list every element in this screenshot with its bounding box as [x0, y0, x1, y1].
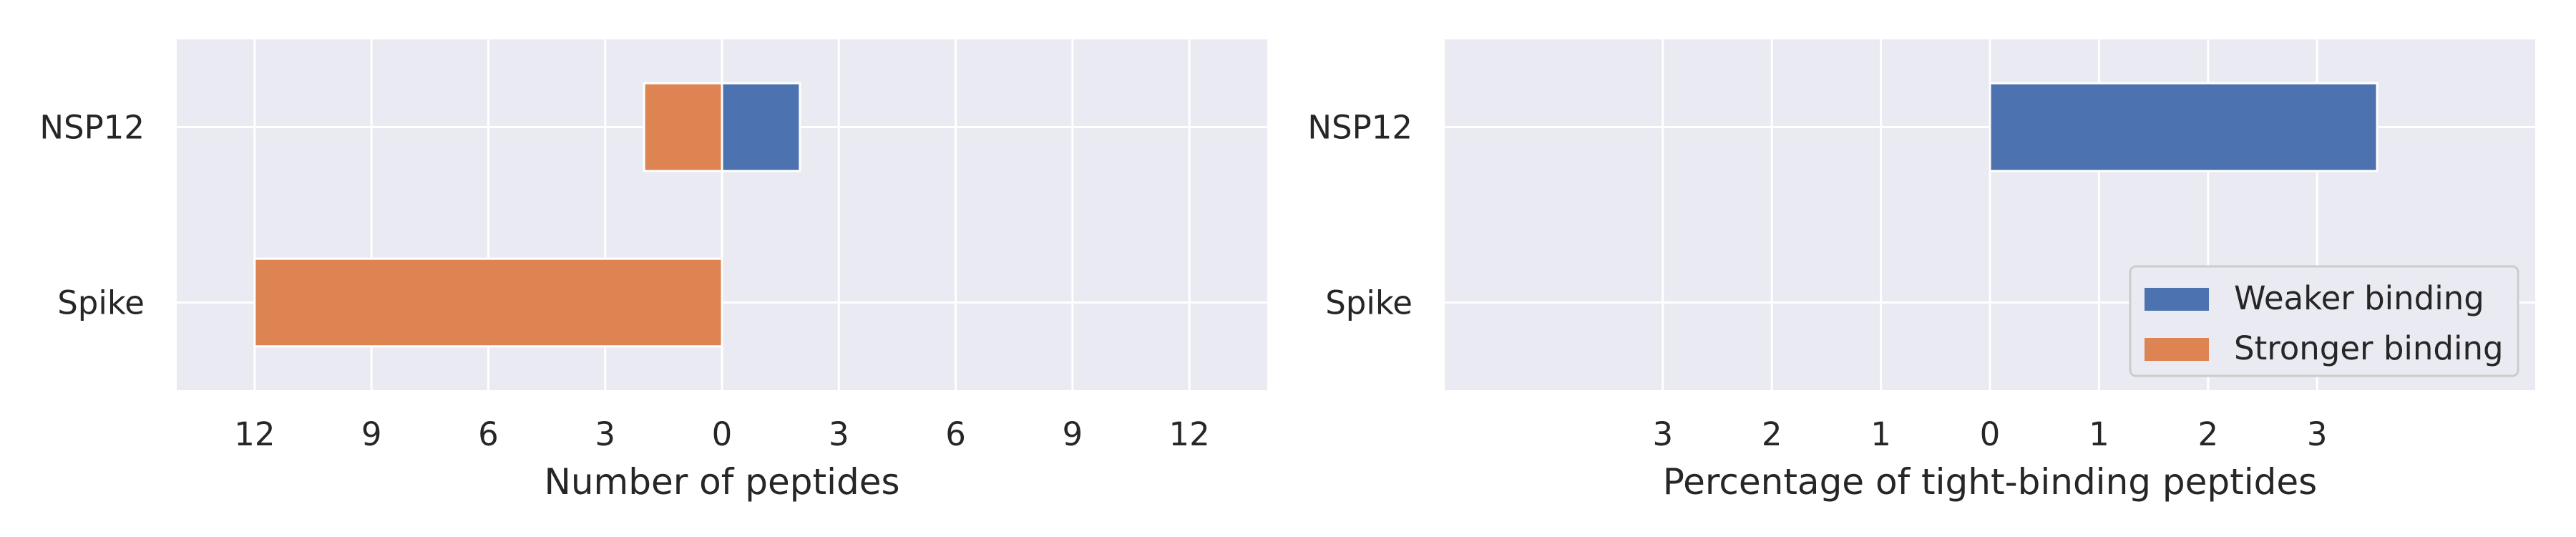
chart-panel-2: 3 2 1 0 1 2 3 NSP12 Spike Percentage of tight-bin… [1307, 39, 2535, 503]
bar-stronger-binding-nsp12 [643, 82, 723, 173]
x-tick-label: 12 [1169, 415, 1210, 453]
x-tick-label: 1 [1870, 415, 1891, 453]
legend-swatch-weaker-binding [2145, 288, 2209, 311]
x-tick-label: 2 [2197, 415, 2218, 453]
legend-label-weaker-binding: Weaker binding [2234, 279, 2484, 317]
x-tick-label: 12 [234, 415, 275, 453]
x-tick-label: 3 [1652, 415, 1673, 453]
y-tick-label: Spike [57, 284, 145, 322]
x-tick-label: 3 [829, 415, 849, 453]
x-tick-label: 1 [2089, 415, 2109, 453]
x-tick-label: 6 [478, 415, 499, 453]
x-axis-label: Number of peptides [544, 461, 899, 503]
x-tick-label: 0 [1980, 415, 2001, 453]
y-tick-label: Spike [1325, 284, 1413, 322]
bar-weaker-binding-nsp12 [721, 82, 801, 173]
x-axis-label: Percentage of tight-binding peptides [1663, 461, 2317, 503]
chart-panel-1: 12 9 6 3 0 3 6 9 12 NSP12 Spike Number of peptides [39, 39, 1267, 503]
x-tick-label: 3 [595, 415, 615, 453]
legend-label-stronger-binding: Stronger binding [2234, 329, 2504, 367]
x-tick-label: 9 [1063, 415, 1083, 453]
bar-stronger-binding-spike [253, 257, 723, 348]
legend-swatch-stronger-binding [2145, 338, 2209, 361]
x-tick-label: 6 [945, 415, 966, 453]
x-tick-label: 3 [2307, 415, 2328, 453]
bar-weaker-binding-nsp12 [1989, 82, 2379, 173]
x-tick-label: 9 [361, 415, 382, 453]
x-tick-label: 2 [1762, 415, 1782, 453]
x-tick-label: 0 [712, 415, 733, 453]
legend: Weaker binding Stronger binding [2129, 265, 2519, 377]
y-tick-label: NSP12 [1307, 109, 1413, 147]
legend-box [2129, 265, 2519, 377]
y-tick-label: NSP12 [39, 109, 145, 147]
